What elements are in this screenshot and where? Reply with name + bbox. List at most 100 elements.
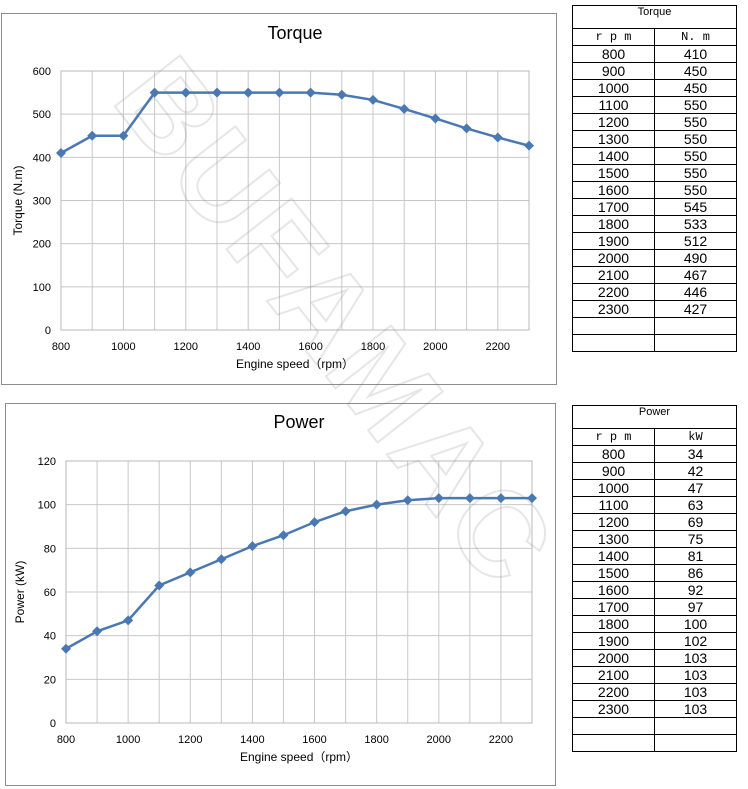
torque-table-cell: 2100: [572, 266, 655, 284]
power-table-cell: [654, 717, 737, 735]
torque-plot-area: [60, 70, 530, 331]
power-table-row: 2300 103: [572, 700, 737, 718]
torque-table-row: 900 450: [572, 62, 737, 80]
power-table-cell: 2300: [572, 700, 655, 718]
torque-table-cell: 2000: [572, 249, 655, 267]
power-table-cell: 1400: [572, 547, 655, 565]
power-data-point: [340, 506, 351, 517]
torque-y-tick-label: 600: [33, 66, 51, 78]
power-table-row: [572, 734, 737, 752]
power-x-tick-label: 1000: [116, 734, 140, 746]
torque-data-point: [87, 130, 98, 141]
power-table-cell: 2100: [572, 666, 655, 684]
power-table: Power r p m kW 800 34 900 42 1000 47 1100 63 1200 69…: [572, 405, 737, 752]
power-chart: 0 20 40 60 80 100 120 800 1000 1200 1400 1600 1800 20…: [5, 403, 556, 786]
torque-table-cell: [572, 334, 655, 352]
power-table-cell: 103: [654, 700, 737, 718]
power-table-row: 2200 103: [572, 683, 737, 701]
torque-table-row: 1300 550: [572, 130, 737, 148]
power-data-point: [527, 493, 537, 504]
power-y-tick-label: 120: [38, 456, 56, 468]
power-table-body: Power r p m kW 800 34 900 42 1000 47 1100 63 1200 69…: [572, 405, 737, 752]
torque-table-row: 2300 427: [572, 300, 737, 318]
power-table-caption: Power: [572, 405, 737, 429]
torque-table-cell: 1000: [572, 79, 655, 97]
torque-table-cell: 550: [654, 147, 737, 165]
torque-table-cell: 512: [654, 232, 737, 250]
power-table-row: 1800 100: [572, 615, 737, 633]
power-data-point: [185, 567, 196, 578]
torque-table-cell: 2200: [572, 283, 655, 301]
power-data-point: [433, 493, 444, 504]
torque-table-row: [572, 317, 737, 335]
torque-table: Torque r p m N. m 800 410 900 450 1000 450 1100 55…: [572, 5, 737, 352]
torque-table-caption-row: Torque: [572, 5, 737, 29]
torque-x-axis-label: Engine speed（rpm）: [236, 357, 354, 371]
power-table-cell: 900: [572, 462, 655, 480]
power-table-cell: 103: [654, 649, 737, 667]
torque-chart-svg: 0 100 200 300 400 500 600 800 1000 1200 1400 1600 18…: [11, 23, 534, 371]
power-table-cell: 2000: [572, 649, 655, 667]
torque-table-row: 1100 550: [572, 96, 737, 114]
power-x-axis-label: Engine speed（rpm）: [240, 750, 358, 764]
torque-table-row: 1200 550: [572, 113, 737, 131]
power-table-cell: 1300: [572, 530, 655, 548]
torque-data-point: [399, 103, 410, 114]
power-table-cell: 100: [654, 615, 737, 633]
power-table-cell: 102: [654, 632, 737, 650]
torque-table-header-cell: N. m: [654, 28, 737, 46]
torque-y-axis-label: Torque (N.m): [11, 165, 25, 235]
torque-x-tick-label: 1400: [236, 341, 260, 353]
torque-data-point: [492, 132, 503, 143]
power-x-tick-label: 800: [57, 734, 75, 746]
torque-table-row: 800 410: [572, 45, 737, 63]
power-table-cell: 2200: [572, 683, 655, 701]
torque-table-row: 1500 550: [572, 164, 737, 182]
torque-y-tick-label: 200: [33, 239, 51, 251]
torque-table-cell: 1400: [572, 147, 655, 165]
torque-data-point: [118, 130, 129, 141]
torque-table-cell: 1300: [572, 130, 655, 148]
torque-table-cell: 550: [654, 130, 737, 148]
torque-y-tick-label: 0: [45, 325, 51, 337]
torque-x-tick-label: 2000: [423, 341, 447, 353]
torque-table-caption: Torque: [572, 5, 737, 29]
power-table-cell: [572, 734, 655, 752]
power-data-point: [216, 554, 227, 565]
torque-data-point: [243, 87, 254, 98]
torque-table-cell: 1100: [572, 96, 655, 114]
power-table-cell: 1900: [572, 632, 655, 650]
power-x-tick-label: 2000: [427, 734, 451, 746]
torque-table-cell: 410: [654, 45, 737, 63]
torque-table-row: 1000 450: [572, 79, 737, 97]
power-table-row: 1700 97: [572, 598, 737, 616]
torque-data-point: [305, 87, 316, 98]
torque-table-cell: 1800: [572, 215, 655, 233]
torque-table-cell: 1600: [572, 181, 655, 199]
power-y-tick-label: 0: [50, 718, 56, 730]
torque-table-row: 1900 512: [572, 232, 737, 250]
torque-table-cell: 545: [654, 198, 737, 216]
power-table-cell: 1100: [572, 496, 655, 514]
torque-table-row: [572, 334, 737, 352]
power-table-cell: 800: [572, 445, 655, 463]
torque-table-row: 1600 550: [572, 181, 737, 199]
torque-table-cell: 1500: [572, 164, 655, 182]
power-table-cell: 1600: [572, 581, 655, 599]
power-plot-area: [65, 460, 533, 724]
power-table-caption-row: Power: [572, 405, 737, 429]
power-table-row: 1200 69: [572, 513, 737, 531]
power-y-tick-label: 20: [44, 674, 56, 686]
torque-data-point: [368, 94, 378, 105]
power-table-row: 1100 63: [572, 496, 737, 514]
torque-table-header-row: r p m N. m: [572, 28, 737, 46]
power-data-point: [402, 495, 413, 506]
power-x-tick-label: 1200: [178, 734, 202, 746]
torque-x-tick-label: 1800: [361, 341, 385, 353]
power-table-row: 2100 103: [572, 666, 737, 684]
power-table-cell: 1500: [572, 564, 655, 582]
power-x-tick-label: 1600: [302, 734, 326, 746]
torque-table-cell: 550: [654, 113, 737, 131]
power-table-cell: 1700: [572, 598, 655, 616]
power-data-point: [495, 493, 506, 504]
